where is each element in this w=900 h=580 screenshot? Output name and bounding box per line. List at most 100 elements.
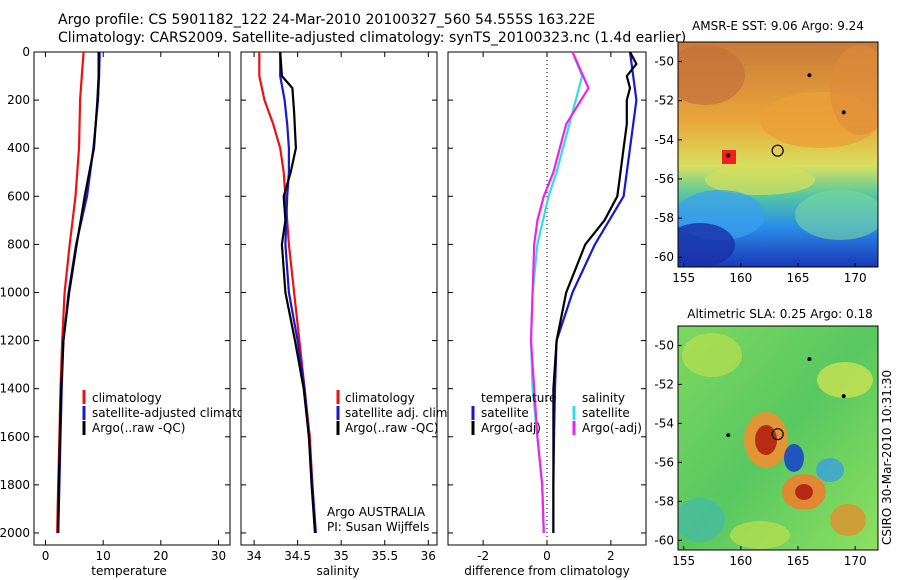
x-tick-label: 170 [844, 271, 867, 285]
y-tick-label: -56 [654, 172, 674, 186]
sst-warm-patch [678, 45, 745, 105]
temperature-legend: climatology satellite-adjusted climatolo… [82, 390, 270, 435]
sla-positive-patch [730, 521, 790, 549]
salinity-axes-frame [240, 51, 438, 546]
difference-axes-frame [447, 51, 647, 546]
legend-label-climatology: climatology [345, 391, 415, 405]
sla-map-panel: Altimetric SLA: 0.25 Argo: 0.18 155 160 16… [654, 307, 879, 568]
sst-cool-patch [795, 190, 878, 240]
x-tick-label: 160 [729, 271, 752, 285]
x-tick-label: 2 [607, 549, 615, 563]
other-float-marker [841, 110, 846, 115]
sla-map-frame [677, 325, 879, 551]
y-tick-label: -54 [654, 133, 674, 147]
y-tick-label: 1800 [0, 478, 30, 492]
series-line-argo-raw-qc- [279, 51, 317, 534]
y-tick-label: 2000 [0, 526, 30, 540]
sla-map-title: Altimetric SLA: 0.25 Argo: 0.18 [687, 307, 872, 321]
y-tick-label: -54 [654, 416, 674, 430]
x-tick-label: 30 [211, 549, 226, 563]
sla-low-patch [678, 498, 725, 542]
other-float-marker [841, 394, 846, 399]
x-tick-label: 36 [421, 549, 436, 563]
x-tick-label: 160 [729, 554, 752, 568]
sst-front [705, 165, 815, 195]
sla-high-eddy [830, 504, 866, 536]
argo-position-marker [771, 428, 784, 441]
salinity-xlabel: salinity [316, 564, 359, 578]
y-tick-label: 600 [7, 189, 30, 203]
x-tick-label: 10 [96, 549, 111, 563]
x-tick-label: 35 [334, 549, 349, 563]
sst-cold-patch [678, 223, 735, 267]
timestamp-side-label: CSIRO 30-Mar-2010 10:31:30 [880, 370, 894, 545]
sst-warm-patch [830, 45, 878, 135]
sst-map-panel: AMSR-E SST: 9.06 Argo: 9.24 155 160 165 170… [654, 19, 879, 285]
y-tick-label: -56 [654, 455, 674, 469]
sst-map-title: AMSR-E SST: 9.06 Argo: 9.24 [692, 19, 864, 33]
other-float-marker [726, 153, 731, 158]
header-line-1: Argo profile: CS 5901182_122 24-Mar-2010… [58, 12, 595, 28]
series-line-salinity-argo-adj- [529, 51, 590, 534]
legend-label-satellite-adj: satellite adj. clim. [345, 406, 451, 420]
header-line-2: Climatology: CARS2009. Satellite-adjuste… [58, 30, 686, 46]
y-tick-label: -50 [654, 55, 674, 69]
sla-high-eddy-core [795, 484, 813, 500]
y-tick-label: 800 [7, 237, 30, 251]
legend-label-satellite-adjusted: satellite-adjusted climatology [92, 406, 270, 420]
y-tick-label: -58 [654, 494, 674, 508]
legend-label-temp-satellite: satellite [481, 406, 529, 420]
sla-high-eddy-core [755, 425, 777, 455]
other-float-marker [807, 73, 812, 78]
series-line-argo-raw-qc- [57, 52, 100, 534]
y-tick-label: -60 [654, 250, 674, 264]
temperature-panel: 0 10 20 30 0 200 400 600 800 1000 1200 1400 1600 1800… [0, 45, 270, 578]
x-tick-label: 20 [153, 549, 168, 563]
pi-annotation: PI: Susan Wijffels [327, 520, 429, 534]
y-tick-label: -60 [654, 533, 674, 547]
sla-low-eddy [784, 444, 804, 472]
legend-label-argo: Argo(..raw -QC) [345, 421, 438, 435]
x-tick-label: -2 [477, 549, 489, 563]
argo-program-annotation: Argo AUSTRALIA [327, 505, 426, 519]
y-tick-label: -52 [654, 377, 674, 391]
argo-position-marker [771, 144, 784, 157]
other-float-marker [726, 433, 731, 438]
temperature-axes-frame [33, 51, 231, 546]
y-tick-label: 200 [7, 93, 30, 107]
legend-label-climatology: climatology [92, 391, 162, 405]
x-tick-label: 34 [246, 549, 261, 563]
x-tick-label: 0 [42, 549, 50, 563]
y-tick-label: 1400 [0, 382, 30, 396]
salinity-panel: 34 34.5 35 35.5 36 salinity climatology sate… [240, 51, 451, 578]
legend-title-salinity: salinity [582, 391, 625, 405]
sla-low-eddy [816, 458, 844, 482]
sla-positive-patch [817, 362, 873, 398]
sst-heatmap [678, 42, 878, 267]
legend-label-temp-argo: Argo(-adj) [481, 421, 541, 435]
y-tick-label: 1200 [0, 334, 30, 348]
x-tick-label: 155 [672, 271, 695, 285]
salinity-legend: climatology satellite adj. clim. Argo(..… [336, 390, 451, 435]
x-tick-label: 155 [672, 554, 695, 568]
difference-xlabel: difference from climatology [464, 564, 630, 578]
x-tick-label: 170 [844, 554, 867, 568]
temperature-xlabel: temperature [91, 564, 166, 578]
difference-legend: temperature satellite Argo(-adj) salinit… [471, 391, 642, 435]
series-line-temperature-argo-adj- [552, 51, 638, 533]
y-tick-label: 0 [22, 45, 30, 59]
legend-label-sal-argo: Argo(-adj) [582, 421, 642, 435]
y-tick-label: -50 [654, 338, 674, 352]
y-tick-label: -58 [654, 211, 674, 225]
x-tick-label: 165 [787, 271, 810, 285]
legend-label-argo: Argo(..raw -QC) [92, 421, 185, 435]
sla-positive-patch [682, 333, 742, 377]
sla-heatmap [678, 326, 878, 550]
legend-label-sal-satellite: satellite [582, 406, 630, 420]
x-tick-label: 34.5 [284, 549, 311, 563]
difference-panel: -2 0 2 difference from climatology tempera… [447, 51, 647, 578]
sst-map-frame [677, 41, 879, 268]
other-float-marker [807, 357, 812, 362]
x-tick-label: 165 [787, 554, 810, 568]
